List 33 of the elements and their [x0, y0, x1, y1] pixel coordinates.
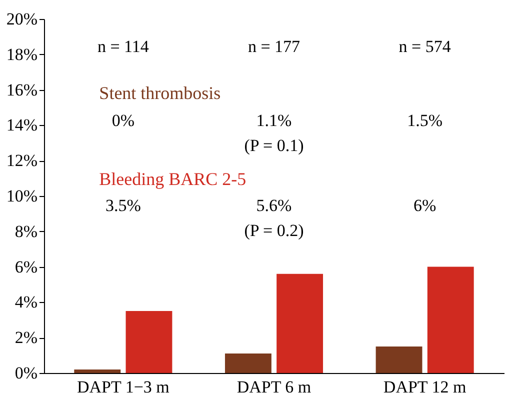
- annotation: 1.5%: [407, 111, 443, 130]
- y-tick-label: 14%: [6, 116, 38, 135]
- x-tick-label: DAPT 6 m: [236, 378, 312, 396]
- y-tick-label: 16%: [6, 80, 38, 100]
- bar: [224, 354, 272, 373]
- y-tick-label: 20%: [6, 10, 38, 28]
- annotation: (P = 0.1): [244, 136, 304, 155]
- y-tick-label: 4%: [14, 292, 38, 312]
- y-tick-label: 10%: [6, 186, 38, 206]
- annotation: n = 114: [97, 37, 150, 56]
- y-tick-label: 8%: [14, 222, 38, 241]
- text: Bleeding BARC 2-5: [99, 169, 246, 189]
- annotation: (P = 0.2): [244, 221, 304, 240]
- x-tick-label: DAPT 12 m: [383, 378, 466, 396]
- annotation: n = 177: [248, 37, 301, 56]
- bar: [126, 311, 172, 373]
- y-tick-label: 18%: [6, 44, 38, 64]
- annotation: n = 574: [398, 37, 452, 56]
- bar: [276, 274, 324, 373]
- text: Stent thrombosis: [99, 83, 221, 103]
- y-tick-label: 6%: [14, 257, 38, 276]
- annotation: 0%: [112, 111, 135, 130]
- bar: [376, 346, 422, 373]
- bar: [74, 369, 121, 373]
- bar: [427, 266, 474, 373]
- annotation: 6%: [413, 196, 436, 215]
- annotation: 1.1%: [256, 111, 292, 130]
- annotation: 5.6%: [256, 196, 292, 215]
- y-tick-label: 0%: [14, 364, 38, 382]
- annotation: 3.5%: [105, 196, 141, 215]
- y-tick-label: 12%: [6, 151, 38, 170]
- x-tick-label: DAPT 1−3 m: [76, 378, 170, 396]
- y-tick-label: 2%: [14, 328, 38, 348]
